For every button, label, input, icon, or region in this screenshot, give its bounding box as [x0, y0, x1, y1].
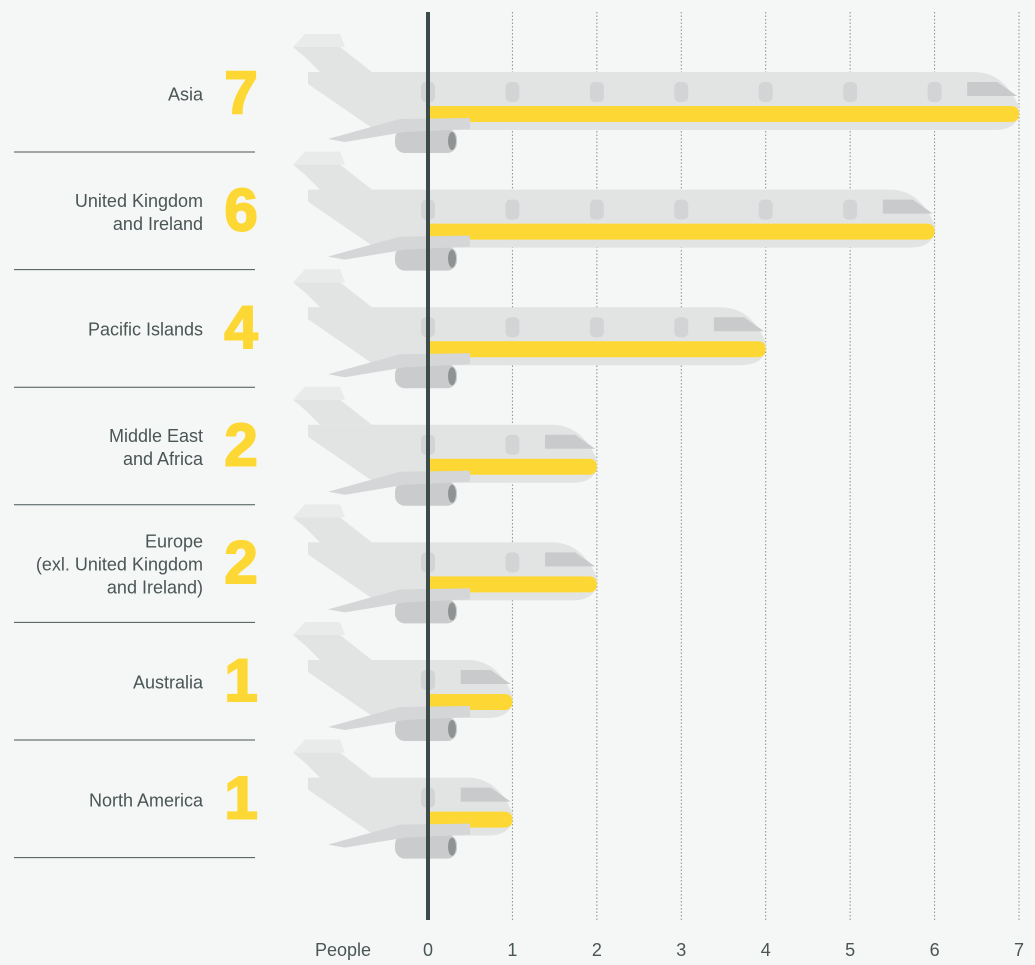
value-label: 1	[224, 764, 257, 831]
plane-wing	[328, 706, 470, 730]
plane-tail-tip	[293, 622, 345, 635]
plane-engine-intake	[448, 249, 456, 268]
category-label: Pacific Islands	[87, 319, 203, 340]
value-label: 2	[224, 529, 257, 596]
plane-tail-tip	[293, 386, 345, 400]
plane-tail	[293, 517, 372, 543]
plane-tail	[293, 282, 372, 308]
bar	[428, 341, 766, 358]
category-label: Middle East and Africa	[108, 425, 203, 469]
bar	[428, 576, 597, 593]
plane-engine-intake	[448, 484, 456, 503]
plane-cockpit	[967, 82, 1018, 96]
plane-tail-tip	[293, 504, 345, 518]
plane-wing	[328, 118, 470, 142]
plane-window	[505, 434, 520, 455]
plane-window	[927, 82, 942, 102]
plane	[293, 151, 935, 271]
category-label: United Kingdom and Ireland	[74, 190, 203, 234]
plane-tail-tip	[293, 151, 345, 165]
plane-wing	[328, 235, 470, 260]
plane-tail	[293, 47, 372, 72]
x-tick-label: 1	[507, 940, 517, 960]
category-label: Europe (exl. United Kingdom and Ireland)	[35, 531, 203, 598]
bar	[428, 458, 597, 475]
category-label: Australia	[132, 672, 203, 693]
plane-window	[843, 82, 858, 102]
plane-cockpit	[713, 317, 764, 332]
plane-window	[589, 317, 604, 338]
bar	[428, 811, 513, 828]
value-label: 6	[224, 176, 257, 243]
plane-cockpit	[882, 199, 933, 214]
plane-window	[674, 199, 689, 220]
x-tick-label: 4	[761, 940, 771, 960]
x-tick-label: 5	[845, 940, 855, 960]
value-label: 7	[224, 59, 257, 126]
x-tick-label: 0	[423, 940, 433, 960]
plane-wing	[328, 353, 470, 378]
bar	[428, 694, 513, 710]
plane-window	[505, 552, 520, 573]
plane-window	[843, 199, 858, 220]
plane-window	[674, 317, 689, 338]
bar	[428, 223, 935, 240]
value-label: 2	[224, 412, 257, 479]
plane-window	[758, 82, 773, 102]
plane-tail-tip	[293, 269, 345, 283]
plane-cockpit	[545, 552, 596, 567]
plane-window	[589, 82, 604, 102]
plane	[293, 504, 597, 624]
plane-window	[758, 199, 773, 220]
plane	[293, 622, 513, 741]
x-tick-label: 6	[930, 940, 940, 960]
plane-tail	[293, 752, 372, 778]
plane-window	[505, 82, 520, 102]
category-label: North America	[88, 790, 203, 811]
x-tick-label: 2	[592, 940, 602, 960]
plane-tail-tip	[293, 739, 345, 753]
plane-wing	[328, 823, 470, 848]
plane	[293, 34, 1020, 153]
plane-tail	[293, 399, 372, 425]
bar	[428, 106, 1019, 122]
plane-tail	[293, 635, 372, 660]
plane-cockpit	[460, 670, 511, 684]
plane-window	[674, 82, 689, 102]
plane	[293, 269, 766, 389]
value-label: 4	[224, 294, 258, 361]
x-tick-label: 7	[1014, 940, 1024, 960]
plane-wing	[328, 470, 470, 495]
plane-engine-intake	[448, 132, 456, 150]
plane-engine-intake	[448, 720, 456, 738]
plane	[293, 386, 597, 506]
plane-wing	[328, 588, 470, 613]
plane-engine-intake	[448, 367, 456, 386]
plane-tail-tip	[293, 34, 345, 47]
plane-cockpit	[460, 787, 511, 802]
x-axis-label: People	[315, 940, 371, 960]
value-label: 1	[224, 647, 257, 714]
plane-window	[505, 199, 520, 220]
category-label: Asia	[167, 84, 203, 105]
plane-engine-intake	[448, 837, 456, 856]
x-tick-label: 3	[676, 940, 686, 960]
plane-engine-intake	[448, 602, 456, 621]
plane-cockpit	[545, 434, 596, 449]
plane-window	[589, 199, 604, 220]
plane	[293, 739, 513, 859]
plane-tail	[293, 164, 372, 190]
plane-window	[505, 317, 520, 338]
